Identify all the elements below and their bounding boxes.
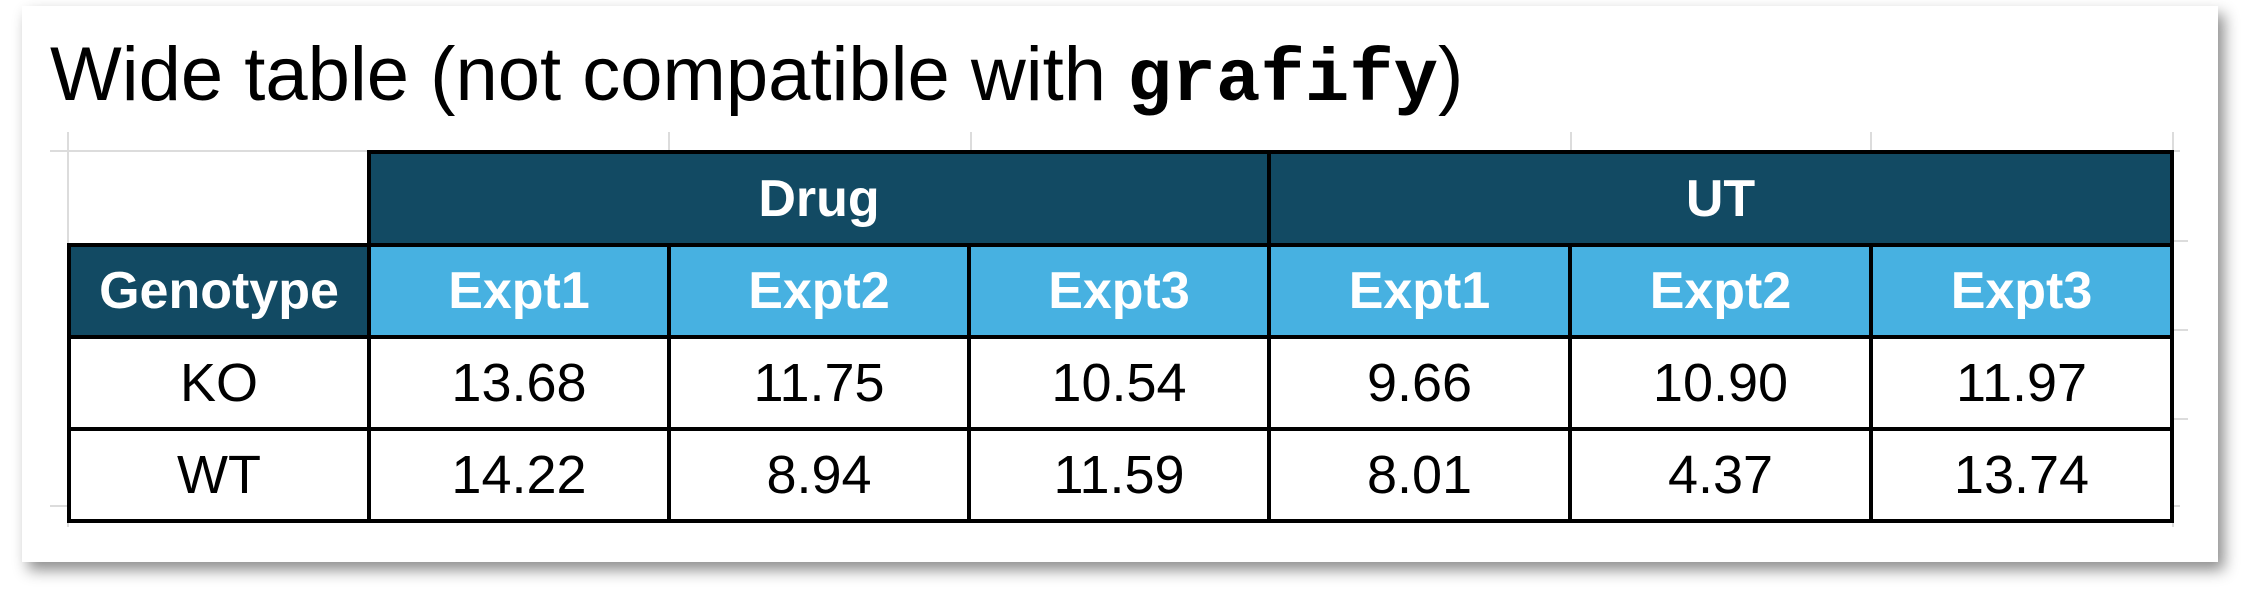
sheet-gridline xyxy=(2172,329,2188,331)
row-label-ko: KO xyxy=(67,335,371,431)
title-code-package: grafify xyxy=(1127,39,1439,123)
sub-header-drug-expt2: Expt2 xyxy=(667,243,971,339)
genotype-header: Genotype xyxy=(67,243,371,339)
sub-header-drug-expt1: Expt1 xyxy=(367,243,671,339)
sheet-gridline xyxy=(668,132,670,150)
sheet-gridline xyxy=(1870,132,1872,150)
sheet-gridline xyxy=(50,150,2180,152)
table-cell: 11.97 xyxy=(1869,335,2174,431)
table-cell: 8.94 xyxy=(667,427,971,523)
sheet-gridline xyxy=(2172,418,2188,420)
row-label-wt: WT xyxy=(67,427,371,523)
sheet-gridline xyxy=(1570,132,1572,150)
title-prefix: Wide table (not compatible with xyxy=(50,32,1128,117)
sub-header-ut-expt3: Expt3 xyxy=(1869,243,2174,339)
group-header-row: Drug UT xyxy=(69,150,2174,247)
sheet-gridline xyxy=(2172,240,2188,242)
sub-header-ut-expt1: Expt1 xyxy=(1267,243,1572,339)
table-cell: 10.90 xyxy=(1568,335,1873,431)
sub-header-row: Genotype Expt1 Expt2 Expt3 Expt1 Expt2 E… xyxy=(67,243,2174,339)
table-cell: 14.22 xyxy=(367,427,671,523)
sub-header-drug-expt3: Expt3 xyxy=(967,243,1271,339)
table-cell: 10.54 xyxy=(967,335,1271,431)
table-cell: 11.75 xyxy=(667,335,971,431)
table-cell: 11.59 xyxy=(967,427,1271,523)
sub-header-ut-expt2: Expt2 xyxy=(1568,243,1873,339)
table-cell: 8.01 xyxy=(1267,427,1572,523)
table-cell: 4.37 xyxy=(1568,427,1873,523)
sheet-gridline xyxy=(67,132,69,527)
table-cell: 9.66 xyxy=(1267,335,1572,431)
table-cell: 13.68 xyxy=(367,335,671,431)
table-row: WT 14.22 8.94 11.59 8.01 4.37 13.74 xyxy=(67,427,2174,523)
title-suffix: ) xyxy=(1438,32,1464,117)
group-header-drug: Drug xyxy=(367,150,1271,247)
sheet-gridline xyxy=(970,132,972,150)
empty-corner-cell xyxy=(69,152,369,245)
wide-data-table: Drug UT Genotype Expt1 Expt2 Expt3 Expt1… xyxy=(67,150,2174,523)
table-cell: 13.74 xyxy=(1869,427,2174,523)
slide-title: Wide table (not compatible with grafify) xyxy=(50,30,1463,126)
table-row: KO 13.68 11.75 10.54 9.66 10.90 11.97 xyxy=(67,335,2174,431)
group-header-ut: UT xyxy=(1267,150,2174,247)
